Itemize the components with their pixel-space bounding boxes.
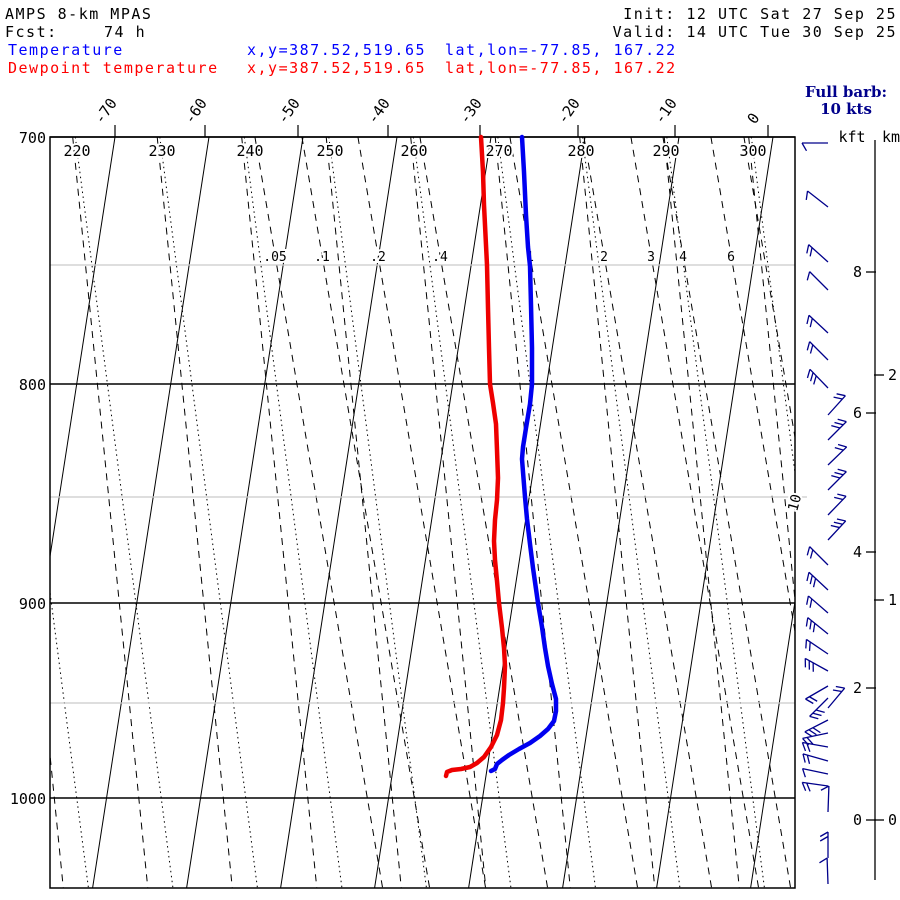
wind-barb — [809, 697, 829, 720]
wind-barb — [827, 468, 847, 491]
wind-barb-column — [801, 142, 848, 885]
valid-time: Valid: 14 UTC Tue 30 Sep 25 — [612, 23, 897, 41]
svg-text:kft: kft — [838, 128, 865, 146]
wind-barb — [820, 785, 830, 813]
pressure-gridlines — [49, 136, 807, 889]
svg-text:0.: 0. — [888, 811, 900, 829]
dewpoint-curve — [443, 134, 508, 779]
svg-text:1000: 1000 — [10, 790, 46, 808]
svg-text:900: 900 — [19, 595, 46, 613]
svg-text:6: 6 — [727, 250, 735, 265]
wind-barb — [806, 595, 829, 614]
wind-barb — [806, 244, 829, 263]
svg-text:4: 4 — [853, 543, 862, 561]
svg-text:-60: -60 — [181, 95, 211, 128]
wind-barb — [801, 767, 829, 778]
legend-temperature-label: Temperature — [8, 41, 124, 59]
legend-temperature-xy: x,y=387.52,519.65 — [247, 41, 427, 59]
wind-barb — [806, 571, 829, 591]
svg-text:0: 0 — [744, 110, 764, 128]
svg-text:4: 4 — [679, 250, 687, 265]
svg-text:700: 700 — [19, 129, 46, 147]
svg-text:.2: .2 — [370, 250, 386, 265]
svg-text:-10: -10 — [651, 95, 681, 128]
svg-text:230: 230 — [148, 142, 175, 160]
svg-text:.1: .1 — [314, 250, 330, 265]
temperature-curve — [488, 134, 559, 774]
wind-barb — [827, 493, 847, 516]
svg-text:8: 8 — [853, 263, 862, 281]
svg-text:0: 0 — [853, 811, 862, 829]
model-title: AMPS 8-km MPAS — [5, 5, 153, 23]
svg-text:1.: 1. — [888, 591, 900, 609]
svg-text:2: 2 — [600, 250, 608, 265]
svg-text:-20: -20 — [554, 95, 584, 128]
svg-text:3: 3 — [647, 250, 655, 265]
full-barb-legend: Full barb: 10 kts — [791, 84, 900, 118]
legend-temperature-latlon: lat,lon=-77.85, 167.22 — [445, 41, 677, 59]
svg-text:-50: -50 — [274, 95, 304, 128]
fcst-label: Fcst: — [5, 23, 58, 41]
wind-barb — [806, 314, 829, 334]
temperature-curve — [488, 134, 559, 774]
svg-text:10: 10 — [785, 493, 805, 513]
wind-barb — [827, 518, 847, 541]
svg-text:.05: .05 — [263, 250, 286, 265]
svg-text:-40: -40 — [364, 95, 394, 128]
svg-text:290: 290 — [652, 142, 679, 160]
legend-dewpoint-xy: x,y=387.52,519.65 — [247, 59, 427, 77]
wind-barb — [804, 657, 829, 672]
svg-text:6: 6 — [853, 404, 862, 422]
wind-barb — [827, 443, 848, 466]
wind-barb — [805, 617, 829, 635]
wind-barb — [819, 857, 829, 885]
wind-barb — [806, 341, 829, 361]
init-time: Init: 12 UTC Sat 27 Sep 25 — [623, 5, 897, 23]
wind-barb — [804, 719, 829, 738]
svg-text:250: 250 — [316, 142, 343, 160]
wind-barb — [806, 368, 829, 389]
svg-text:300: 300 — [739, 142, 766, 160]
svg-text:270: 270 — [485, 142, 512, 160]
full-barb-line2: 10 kts — [820, 100, 872, 118]
wind-barb — [827, 685, 846, 709]
svg-text:2: 2 — [853, 679, 862, 697]
svg-text:km: km — [882, 128, 900, 146]
svg-text:-70: -70 — [91, 95, 121, 128]
wind-barb — [801, 142, 828, 152]
wind-barb — [819, 831, 829, 858]
wind-barb — [801, 741, 829, 752]
svg-text:260: 260 — [400, 142, 427, 160]
wind-barb — [827, 418, 847, 441]
svg-text:2.: 2. — [888, 366, 900, 384]
legend-dewpoint-label: Dewpoint temperature — [8, 59, 219, 77]
background-isopleths — [50, 137, 795, 888]
wind-barb — [827, 393, 846, 416]
svg-text:240: 240 — [236, 142, 263, 160]
wind-barb — [805, 190, 829, 208]
wind-barb — [806, 271, 829, 291]
wind-barb — [801, 781, 829, 792]
svg-text:280: 280 — [567, 142, 594, 160]
wind-barb — [805, 685, 829, 705]
wind-barb — [805, 638, 829, 655]
svg-text:.4: .4 — [432, 250, 448, 265]
svg-text:800: 800 — [19, 376, 46, 394]
svg-text:-30: -30 — [456, 95, 486, 128]
fcst-value: 74 h — [104, 23, 147, 41]
svg-text:220: 220 — [63, 142, 90, 160]
wind-barb — [806, 546, 829, 566]
wind-barb — [802, 753, 829, 764]
full-barb-line1: Full barb: — [804, 83, 888, 101]
legend-dewpoint-latlon: lat,lon=-77.85, 167.22 — [445, 59, 677, 77]
dewpoint-curve — [443, 134, 508, 779]
